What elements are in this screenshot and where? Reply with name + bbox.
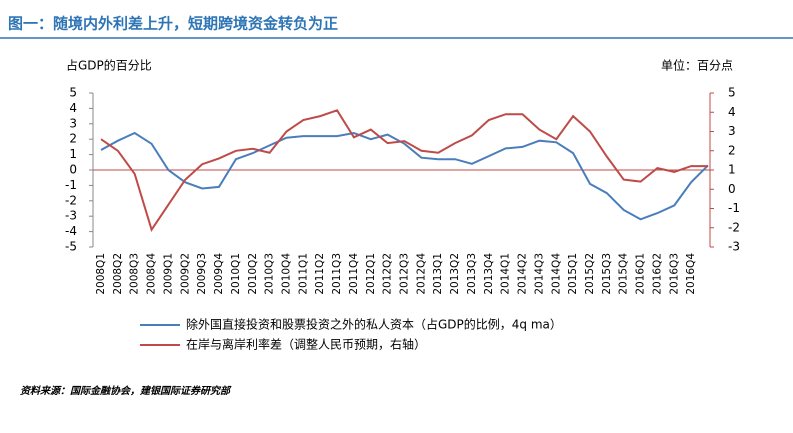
x-tick-label: 2013Q2 (449, 253, 461, 295)
y-tick-label: 3 (69, 116, 77, 130)
x-tick-label: 2014Q1 (500, 253, 512, 295)
y-tick-label: 2 (69, 132, 77, 146)
y-tick-label: 0 (69, 163, 77, 177)
x-tick-label: 2012Q4 (415, 253, 427, 295)
series-line (100, 131, 709, 221)
y-tick-label: -3 (65, 209, 77, 223)
x-tick-label: 2011Q2 (314, 253, 326, 295)
y2-tick-label: -1 (728, 201, 740, 215)
y2-tick-label: -3 (728, 240, 740, 254)
x-tick-label: 2016Q2 (651, 253, 663, 295)
x-tick-label: 2010Q3 (264, 253, 276, 295)
y-axis-label: 占GDP的百分比 (66, 58, 152, 73)
x-tick-label: 2013Q4 (483, 253, 495, 295)
x-tick-label: 2014Q3 (533, 253, 545, 295)
x-tick-label: 2011Q1 (297, 253, 309, 295)
x-tick-label: 2008Q1 (95, 253, 107, 295)
x-tick-label: 2015Q3 (601, 253, 613, 295)
x-tick-label: 2012Q3 (399, 253, 411, 295)
x-tick-label: 2010Q1 (230, 253, 242, 295)
y-tick-label: 5 (69, 86, 77, 100)
series-line (100, 109, 708, 233)
x-tick-label: 2013Q1 (432, 253, 444, 295)
x-tick-label: 2014Q2 (517, 253, 529, 295)
x-tick-label: 2013Q3 (466, 253, 478, 295)
y-tick-label: 4 (69, 101, 77, 115)
x-tick-label: 2008Q4 (146, 253, 158, 295)
x-tick-label: 2012Q1 (365, 253, 377, 295)
x-tick-label: 2008Q2 (112, 253, 124, 295)
x-tick-label: 2008Q3 (129, 253, 141, 295)
y2-tick-label: 2 (728, 143, 736, 157)
y2-tick-label: 5 (728, 86, 736, 100)
y2-tick-label: -2 (728, 220, 740, 234)
source: 资料来源：国际金融协会，建银国际证券研究部 (20, 385, 232, 397)
y2-tick-label: 4 (728, 105, 736, 119)
y-tick-label: -4 (65, 224, 77, 238)
y-tick-label: -5 (65, 240, 77, 254)
x-tick-label: 2011Q3 (331, 253, 343, 295)
legend-label: 在岸与离岸利率差（调整人民币预期，右轴） (186, 337, 426, 352)
x-tick-label: 2009Q4 (213, 253, 225, 295)
y-tick-label: -1 (65, 178, 77, 192)
x-tick-label: 2014Q4 (550, 253, 562, 295)
x-tick-label: 2016Q4 (685, 253, 697, 295)
y2-tick-label: 3 (728, 124, 736, 138)
x-tick-label: 2016Q1 (635, 253, 647, 295)
x-tick-label: 2009Q1 (162, 253, 174, 295)
x-tick-label: 2015Q2 (584, 253, 596, 295)
x-tick-label: 2016Q3 (668, 253, 680, 295)
y2-tick-label: 0 (728, 182, 736, 196)
x-tick-label: 2009Q2 (179, 253, 191, 295)
y-tick-label: 1 (69, 147, 77, 161)
y2-tick-label: 1 (728, 163, 736, 177)
x-tick-label: 2015Q4 (618, 253, 630, 295)
chart-title: 图一：随境内外利差上升，短期跨境资金转负为正 (8, 15, 338, 33)
x-tick-label: 2011Q4 (348, 253, 360, 295)
x-tick-label: 2015Q1 (567, 253, 579, 295)
x-tick-label: 2010Q2 (247, 253, 259, 295)
y-tick-label: -2 (65, 193, 77, 207)
legend-label: 除外国直接投资和股票投资之外的私人资本（占GDP的比例，4q ma） (186, 317, 562, 332)
x-tick-label: 2010Q4 (280, 253, 292, 295)
x-tick-label: 2012Q2 (382, 253, 394, 295)
x-tick-label: 2009Q3 (196, 253, 208, 295)
y2-axis-label: 单位：百分点 (661, 58, 733, 73)
